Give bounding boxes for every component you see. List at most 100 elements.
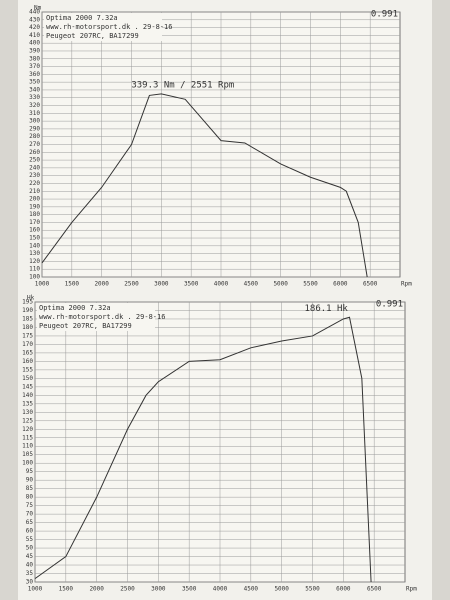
y-tick-label: 130 <box>22 409 33 416</box>
y-tick-label: 150 <box>29 235 40 242</box>
y-tick-label: 55 <box>26 536 34 543</box>
y-tick-label: 270 <box>29 141 40 148</box>
y-tick-label: 210 <box>29 188 40 195</box>
y-tick-label: 75 <box>26 502 34 509</box>
x-tick-label: 1000 <box>28 586 43 593</box>
y-tick-label: 125 <box>22 417 33 424</box>
y-tick-label: 180 <box>29 211 40 218</box>
y-tick-label: 220 <box>29 180 40 187</box>
x-tick-label: 3500 <box>182 586 197 593</box>
x-tick-label: 4500 <box>244 281 259 288</box>
y-tick-label: 65 <box>26 519 34 526</box>
y-tick-label: 100 <box>29 274 40 281</box>
y-tick-label: 190 <box>29 203 40 210</box>
y-tick-label: 135 <box>22 400 33 407</box>
y-tick-label: 200 <box>29 196 40 203</box>
y-tick-label: 110 <box>22 443 33 450</box>
y-tick-label: 110 <box>29 266 40 273</box>
y-tick-label: 320 <box>29 102 40 109</box>
y-tick-label: 50 <box>26 545 34 552</box>
header-box <box>44 13 162 41</box>
header-line: Peugeot 207RC, BA17299 <box>39 322 132 330</box>
y-tick-label: 240 <box>29 164 40 171</box>
x-tick-label: 6000 <box>336 586 351 593</box>
y-tick-label: 370 <box>29 63 40 70</box>
y-tick-label: 160 <box>22 358 33 365</box>
x-tick-label: 6000 <box>333 281 348 288</box>
x-tick-label: 4500 <box>244 586 259 593</box>
header-line: Optima 2000 7.32a <box>46 14 118 22</box>
x-tick-label: 3000 <box>154 281 169 288</box>
y-tick-label: 105 <box>22 451 33 458</box>
y-tick-label: 400 <box>29 40 40 47</box>
x-tick-label: 2500 <box>124 281 139 288</box>
y-tick-label: 180 <box>22 324 33 331</box>
y-tick-label: 90 <box>26 477 34 484</box>
y-tick-label: 155 <box>22 366 33 373</box>
y-tick-label: 190 <box>22 307 33 314</box>
y-tick-label: 430 <box>29 16 40 23</box>
y-tick-label: 340 <box>29 86 40 93</box>
y-tick-label: 175 <box>22 332 33 339</box>
x-tick-label: 2000 <box>94 281 109 288</box>
y-tick-label: 330 <box>29 94 40 101</box>
x-tick-label: 2500 <box>120 586 135 593</box>
x-tick-label: 3000 <box>151 586 166 593</box>
y-tick-label: 290 <box>29 125 40 132</box>
y-tick-label: 280 <box>29 133 40 140</box>
y-tick-label: 95 <box>26 468 34 475</box>
x-tick-label: 5000 <box>274 586 289 593</box>
y-tick-label: 440 <box>29 9 40 16</box>
y-tick-label: 80 <box>26 494 34 501</box>
header-line: Peugeot 207RC, BA17299 <box>46 32 139 40</box>
y-tick-label: 60 <box>26 528 34 535</box>
y-axis-label: Nm <box>34 5 42 12</box>
y-tick-label: 390 <box>29 47 40 54</box>
header-line: www.rh-motorsport.dk . 29-8-16 <box>39 313 165 321</box>
y-tick-label: 380 <box>29 55 40 62</box>
annotation: 186.1 Hk <box>305 304 349 314</box>
data-line <box>34 316 372 583</box>
y-tick-label: 30 <box>26 579 34 586</box>
y-tick-label: 70 <box>26 511 34 518</box>
x-tick-label: 1000 <box>35 281 50 288</box>
x-tick-label: 3500 <box>184 281 199 288</box>
y-tick-label: 40 <box>26 562 34 569</box>
y-tick-label: 150 <box>22 375 33 382</box>
x-tick-label: 5500 <box>305 586 320 593</box>
x-tick-label: 4000 <box>213 586 228 593</box>
y-tick-label: 160 <box>29 227 40 234</box>
corner-value: 0.991 <box>376 300 403 310</box>
x-tick-label: 5500 <box>303 281 318 288</box>
y-tick-label: 350 <box>29 79 40 86</box>
y-tick-label: 260 <box>29 149 40 156</box>
x-axis-label: Rpm <box>406 586 417 593</box>
y-tick-label: 165 <box>22 349 33 356</box>
x-tick-label: 2000 <box>89 586 104 593</box>
y-tick-label: 250 <box>29 157 40 164</box>
annotation: 339.3 Nm / 2551 Rpm <box>131 80 234 90</box>
y-tick-label: 140 <box>22 392 33 399</box>
corner-value: 0.991 <box>371 10 398 20</box>
y-tick-label: 230 <box>29 172 40 179</box>
y-axis-label: Hk <box>27 295 35 302</box>
y-tick-label: 420 <box>29 24 40 31</box>
y-tick-label: 120 <box>29 258 40 265</box>
x-axis-label: Rpm <box>401 281 412 288</box>
y-tick-label: 100 <box>22 460 33 467</box>
header-box <box>37 303 155 331</box>
y-tick-label: 310 <box>29 110 40 117</box>
data-line <box>41 93 368 278</box>
x-tick-label: 4000 <box>214 281 229 288</box>
y-tick-label: 120 <box>22 426 33 433</box>
y-tick-label: 195 <box>22 299 33 306</box>
x-tick-label: 1500 <box>65 281 80 288</box>
x-tick-label: 1500 <box>59 586 74 593</box>
header-line: Optima 2000 7.32a <box>39 304 111 312</box>
y-tick-label: 140 <box>29 242 40 249</box>
y-tick-label: 360 <box>29 71 40 78</box>
y-tick-label: 300 <box>29 118 40 125</box>
x-tick-label: 6500 <box>367 586 382 593</box>
y-tick-label: 45 <box>26 553 34 560</box>
y-tick-label: 85 <box>26 485 34 492</box>
